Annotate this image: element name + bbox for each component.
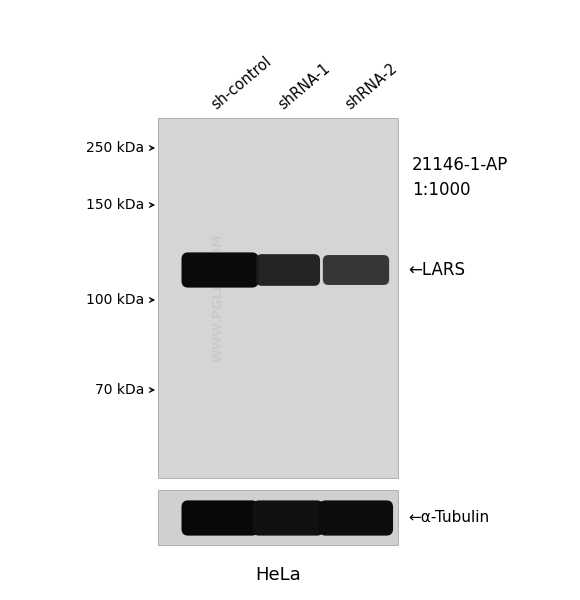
- FancyBboxPatch shape: [256, 254, 320, 286]
- Text: HeLa: HeLa: [255, 566, 301, 584]
- FancyBboxPatch shape: [182, 253, 259, 287]
- Text: 150 kDa: 150 kDa: [86, 198, 144, 212]
- Text: shRNA-1: shRNA-1: [276, 61, 333, 112]
- Bar: [158, 490, 398, 545]
- Text: 250 kDa: 250 kDa: [86, 141, 144, 155]
- Text: 21146-1-AP: 21146-1-AP: [412, 156, 509, 174]
- FancyBboxPatch shape: [323, 255, 389, 285]
- Text: 70 kDa: 70 kDa: [95, 383, 144, 397]
- FancyBboxPatch shape: [182, 500, 259, 536]
- Bar: [158, 118, 398, 478]
- Text: 1:1000: 1:1000: [412, 181, 470, 199]
- Text: ←LARS: ←LARS: [408, 261, 465, 279]
- FancyBboxPatch shape: [319, 500, 393, 536]
- Text: sh-control: sh-control: [208, 53, 274, 112]
- FancyBboxPatch shape: [252, 500, 324, 536]
- Text: 100 kDa: 100 kDa: [86, 293, 144, 307]
- Text: WWW.PGLAB.COM: WWW.PGLAB.COM: [212, 234, 224, 362]
- Text: ←α-Tubulin: ←α-Tubulin: [408, 511, 489, 526]
- Text: shRNA-2: shRNA-2: [342, 61, 400, 112]
